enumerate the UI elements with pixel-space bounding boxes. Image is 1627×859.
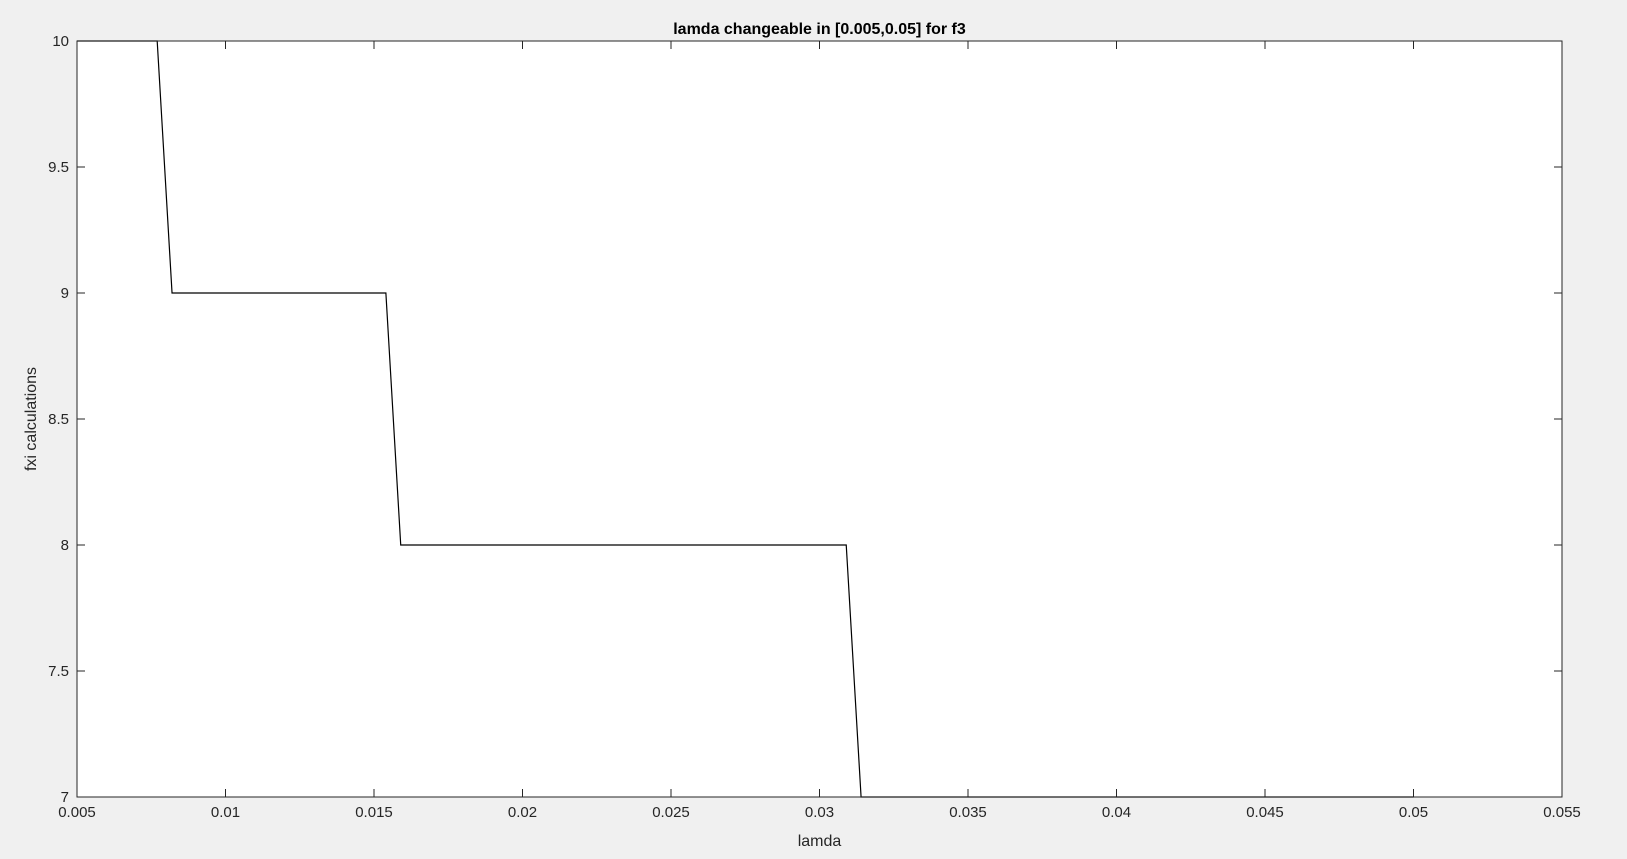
x-tick-label: 0.05 (1399, 804, 1428, 821)
x-tick-label: 0.01 (211, 804, 240, 821)
plot-area (77, 41, 1562, 797)
y-axis-label: fxi calculations (23, 367, 40, 471)
series-group (77, 40, 1414, 798)
x-tick-label: 0.035 (949, 804, 987, 821)
x-tick-label: 0.055 (1543, 804, 1581, 821)
x-tick-label: 0.005 (58, 804, 96, 821)
y-tick-label: 8.5 (48, 411, 69, 428)
y-tick-label: 8 (61, 537, 69, 554)
x-tick-label: 0.04 (1102, 804, 1131, 821)
x-tick-label: 0.025 (652, 804, 690, 821)
y-tick-label: 7.5 (48, 663, 69, 680)
x-axis-label: lamda (798, 833, 842, 850)
axis-ticks: 0.005 0.01 0.015 0.02 0.025 0.03 0.035 0.04 0.04… (48, 33, 1581, 821)
x-tick-label: 0.045 (1246, 804, 1284, 821)
x-tick-label: 0.02 (508, 804, 537, 821)
y-tick-label: 9 (61, 285, 69, 302)
chart-title: lamda changeable in [0.005,0.05] for f3 (673, 21, 966, 38)
y-tick-label: 7 (61, 789, 69, 806)
plot-frame (76, 40, 1563, 798)
y-tick-label: 10 (52, 33, 69, 50)
series-line (77, 40, 1414, 798)
x-tick-label: 0.015 (355, 804, 393, 821)
x-tick-label: 0.03 (805, 804, 834, 821)
y-tick-label: 9.5 (48, 159, 69, 176)
